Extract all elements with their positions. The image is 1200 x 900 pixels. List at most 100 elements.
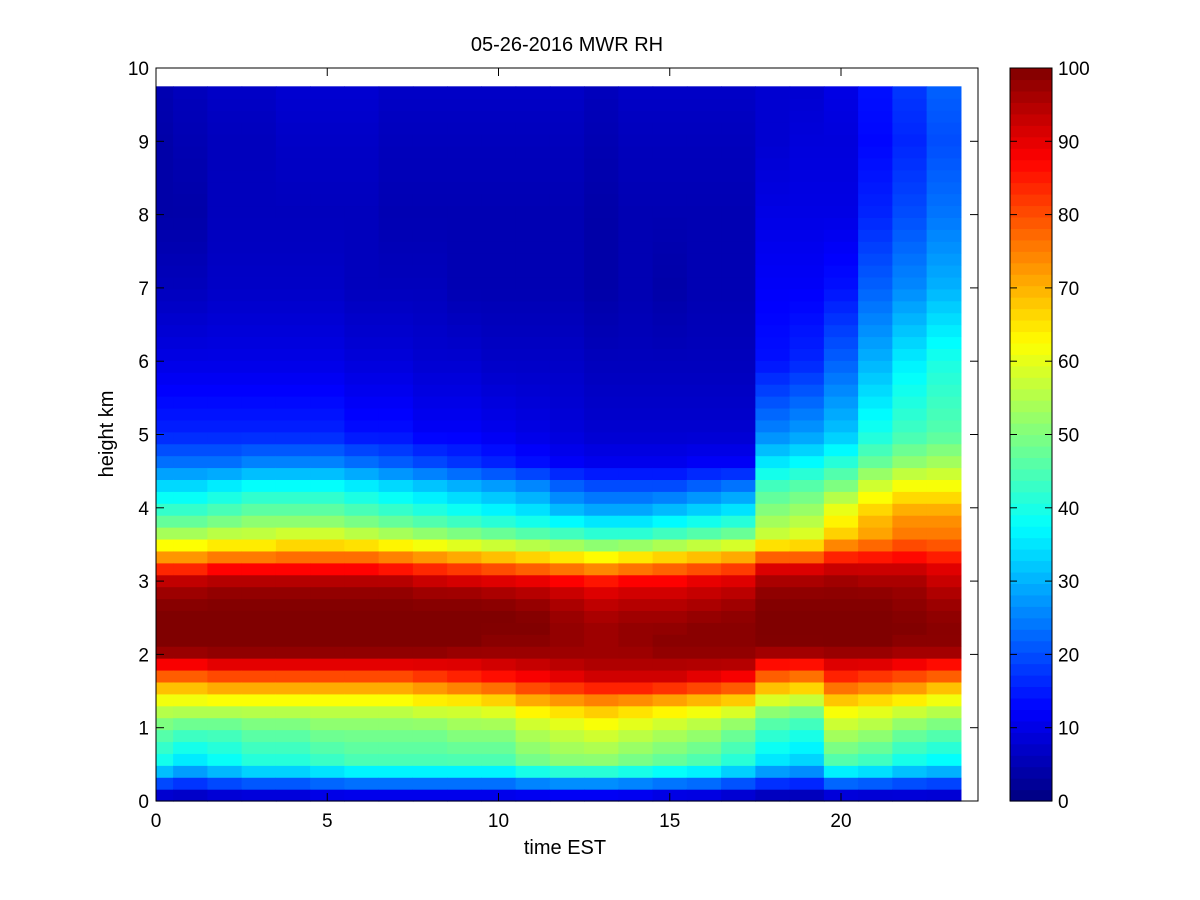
- heatmap-cell: [858, 598, 893, 612]
- heatmap-cell: [173, 300, 208, 314]
- heatmap-cell: [584, 360, 619, 373]
- heatmap-cell: [618, 336, 654, 349]
- heatmap-cell: [926, 562, 962, 576]
- heatmap-cell: [310, 777, 345, 790]
- heatmap-cell: [310, 646, 345, 659]
- heatmap-cell: [721, 562, 756, 576]
- heatmap-cell: [515, 157, 551, 171]
- heatmap-cell: [310, 300, 345, 314]
- heatmap-cell: [241, 443, 277, 457]
- heatmap-cell: [755, 503, 791, 516]
- heatmap-cell: [207, 455, 243, 469]
- heatmap-cell: [584, 646, 619, 659]
- heatmap-cell: [926, 610, 962, 623]
- heatmap-cell: [892, 122, 928, 135]
- colorbar-swatch: [1010, 686, 1052, 699]
- heatmap-cell: [549, 336, 585, 349]
- heatmap-cell: [584, 253, 619, 266]
- heatmap-cell: [378, 372, 414, 385]
- heatmap-cell: [515, 717, 551, 731]
- heatmap-cell: [721, 312, 756, 326]
- heatmap-cell: [207, 693, 243, 707]
- heatmap-cell: [618, 693, 654, 707]
- heatmap-cell: [549, 193, 585, 207]
- heatmap-cell: [926, 336, 962, 349]
- heatmap-cell: [241, 407, 277, 421]
- heatmap-cell: [207, 193, 243, 207]
- heatmap-cell: [481, 181, 517, 195]
- heatmap-cell: [892, 681, 928, 695]
- heatmap-cell: [789, 86, 825, 99]
- heatmap-cell: [481, 229, 517, 242]
- heatmap-cell: [652, 729, 688, 743]
- heatmap-cell: [584, 622, 619, 635]
- heatmap-cell: [310, 169, 345, 183]
- heatmap-cell: [549, 205, 585, 218]
- heatmap-cell: [892, 443, 928, 457]
- heatmap-cell: [789, 300, 825, 314]
- heatmap-cell: [721, 384, 756, 397]
- heatmap-cell: [447, 705, 482, 719]
- heatmap-cell: [823, 610, 859, 623]
- heatmap-cell: [378, 527, 414, 540]
- heatmap-cell: [207, 157, 243, 171]
- heatmap-cell: [652, 98, 688, 111]
- heatmap-cell: [549, 765, 585, 778]
- heatmap-cell: [447, 610, 482, 623]
- heatmap-cell: [275, 538, 311, 552]
- heatmap-cell: [892, 598, 928, 612]
- heatmap-cell: [275, 384, 311, 397]
- heatmap-cell: [344, 753, 380, 766]
- heatmap-cell: [618, 348, 654, 361]
- heatmap-cell: [241, 598, 277, 612]
- heatmap-cell: [515, 396, 551, 409]
- heatmap-cell: [412, 646, 448, 659]
- heatmap-cell: [447, 372, 482, 385]
- heatmap-cell: [344, 431, 380, 445]
- heatmap-cell: [789, 253, 825, 266]
- heatmap-cell: [156, 348, 174, 361]
- heatmap-cell: [515, 658, 551, 671]
- heatmap-cell: [926, 789, 962, 802]
- heatmap-cell: [412, 431, 448, 445]
- heatmap-cell: [858, 646, 893, 659]
- heatmap-cell: [721, 479, 756, 492]
- heatmap-cell: [823, 288, 859, 302]
- heatmap-cell: [207, 717, 243, 731]
- heatmap-cell: [378, 741, 414, 754]
- heatmap-cell: [275, 431, 311, 445]
- heatmap-cell: [156, 634, 174, 647]
- heatmap-cell: [755, 300, 791, 314]
- heatmap-cell: [618, 205, 654, 218]
- heatmap-cell: [275, 789, 311, 802]
- heatmap-cell: [721, 515, 756, 528]
- heatmap-cell: [207, 646, 243, 659]
- heatmap-cell: [755, 384, 791, 397]
- heatmap-cell: [173, 372, 208, 385]
- heatmap-cell: [823, 407, 859, 421]
- heatmap-cell: [892, 110, 928, 123]
- heatmap-cell: [618, 431, 654, 445]
- heatmap-cell: [515, 562, 551, 576]
- heatmap-cell: [789, 515, 825, 528]
- heatmap-cell: [584, 705, 619, 719]
- heatmap-cell: [447, 86, 482, 99]
- heatmap-cell: [652, 229, 688, 242]
- heatmap-cell: [156, 646, 174, 659]
- heatmap-cell: [721, 503, 756, 516]
- heatmap-cell: [823, 312, 859, 326]
- heatmap-cell: [755, 491, 791, 504]
- heatmap-cell: [447, 419, 482, 433]
- heatmap-cell: [241, 646, 277, 659]
- heatmap-cell: [515, 145, 551, 159]
- heatmap-cell: [584, 288, 619, 302]
- heatmap-cell: [344, 253, 380, 266]
- heatmap-cell: [755, 777, 791, 790]
- heatmap-cell: [241, 550, 277, 564]
- heatmap-cell: [412, 157, 448, 171]
- heatmap-cell: [207, 610, 243, 623]
- heatmap-cell: [892, 264, 928, 278]
- heatmap-cell: [156, 598, 174, 612]
- heatmap-cell: [173, 562, 208, 576]
- heatmap-cell: [173, 86, 208, 99]
